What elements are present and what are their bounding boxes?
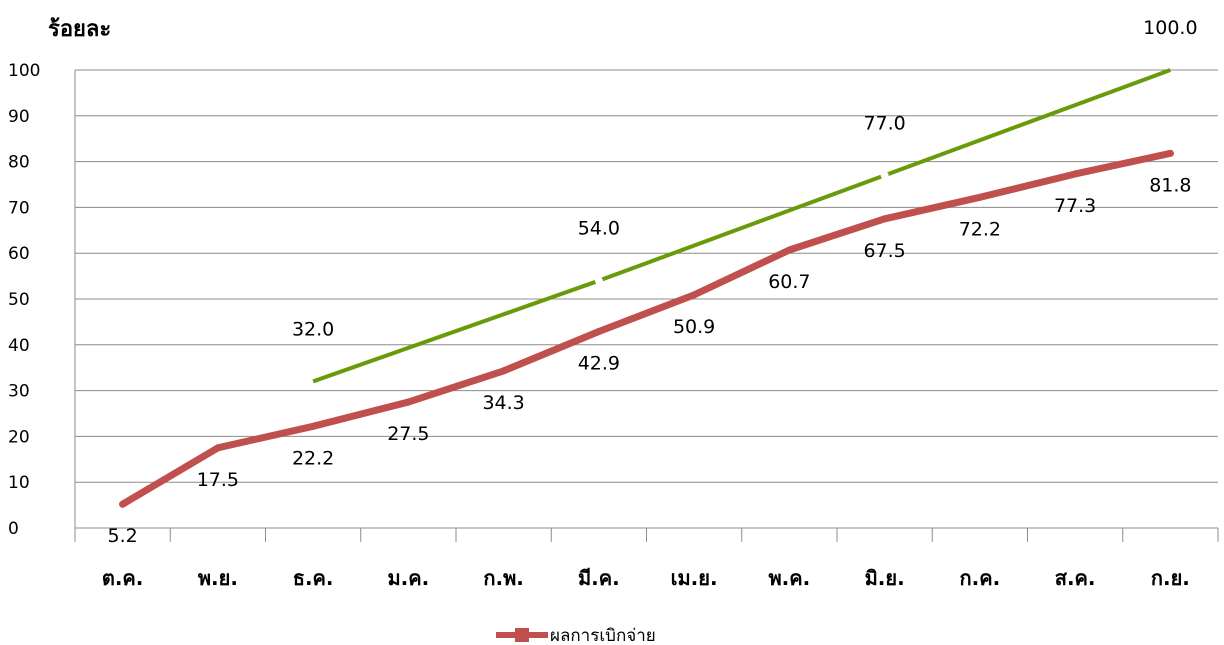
x-tick-label: มิ.ย. <box>865 566 905 590</box>
y-tick-label: 20 <box>8 427 30 447</box>
y-axis-label: ร้อยละ <box>48 17 111 42</box>
data-point-disbursement <box>595 328 603 336</box>
x-tick-label: ส.ค. <box>1055 566 1096 590</box>
legend-square-marker <box>515 628 529 642</box>
target-line-gap <box>880 171 889 180</box>
gridlines <box>75 69 1218 483</box>
data-label-disbursement: 5.2 <box>108 525 138 547</box>
data-point-disbursement <box>119 500 127 508</box>
y-tick-label: 50 <box>8 290 30 310</box>
data-label-disbursement: 81.8 <box>1149 174 1191 196</box>
data-label-disbursement: 42.9 <box>578 353 620 375</box>
y-tick-label: 80 <box>8 153 30 173</box>
data-label-disbursement: 17.5 <box>197 469 239 491</box>
target-line-gap <box>594 276 603 285</box>
axes: 0 10 20 30 40 50 60 70 80 90 100 ต.ค. พ.ย. ธ.ค. ม.ค. ก.… <box>8 61 1219 590</box>
data-label-disbursement: 72.2 <box>959 218 1001 240</box>
data-label-disbursement: 50.9 <box>673 316 715 338</box>
data-label-disbursement: 34.3 <box>482 392 524 414</box>
series-line-target <box>598 173 886 283</box>
x-tick-label: เม.ย. <box>671 566 718 590</box>
series-line-disbursement <box>119 149 1174 508</box>
x-tick-label: มี.ค. <box>578 566 620 590</box>
data-point-disbursement <box>690 291 698 299</box>
data-label-target: 100.0 <box>1143 17 1197 39</box>
data-label-disbursement: 67.5 <box>863 240 905 262</box>
data-labels: 5.2 17.5 22.2 27.5 34.3 42.9 50.9 60.7 67.5 72.2 7… <box>108 17 1198 547</box>
series-line-target <box>312 278 600 384</box>
y-tick-label: 60 <box>8 244 30 264</box>
y-tick-label: 30 <box>8 382 30 402</box>
data-point-disbursement <box>500 367 508 375</box>
x-tick-label: ม.ค. <box>387 566 429 590</box>
x-tick-label: พ.ค. <box>768 566 810 590</box>
legend-label: ผลการเบิกจ่าย <box>550 626 656 645</box>
x-tick-label: ธ.ค. <box>293 566 334 590</box>
y-tick-label: 70 <box>8 198 30 218</box>
data-point-disbursement <box>404 398 412 406</box>
data-point-disbursement <box>1071 170 1079 178</box>
data-point-disbursement <box>309 422 317 430</box>
data-point-disbursement <box>881 215 889 223</box>
data-label-disbursement: 77.3 <box>1054 195 1096 217</box>
data-label-target: 77.0 <box>863 112 905 134</box>
series-line-target <box>883 68 1172 178</box>
data-label-target: 54.0 <box>578 218 620 240</box>
data-label-target: 32.0 <box>292 318 334 340</box>
y-tick-label: 90 <box>8 107 30 127</box>
data-point-disbursement <box>976 193 984 201</box>
data-label-disbursement: 27.5 <box>387 423 429 445</box>
data-label-disbursement: 60.7 <box>768 271 810 293</box>
legend: ผลการเบิกจ่าย <box>496 626 656 645</box>
x-tick-label: ก.พ. <box>483 566 524 590</box>
series-lines <box>119 68 1174 508</box>
data-point-disbursement <box>214 444 222 452</box>
x-tick-label: ก.ย. <box>1151 566 1190 590</box>
x-tick-label: พ.ย. <box>198 566 238 590</box>
data-point-disbursement <box>785 246 793 254</box>
y-tick-label: 40 <box>8 336 30 356</box>
y-tick-label: 10 <box>8 473 30 493</box>
y-tick-label: 0 <box>8 519 19 539</box>
data-point-disbursement <box>1166 149 1174 157</box>
x-tick-label: ต.ค. <box>102 566 144 590</box>
x-tick-label: ก.ค. <box>960 566 1001 590</box>
y-tick-label: 100 <box>8 61 40 81</box>
data-label-disbursement: 22.2 <box>292 447 334 469</box>
